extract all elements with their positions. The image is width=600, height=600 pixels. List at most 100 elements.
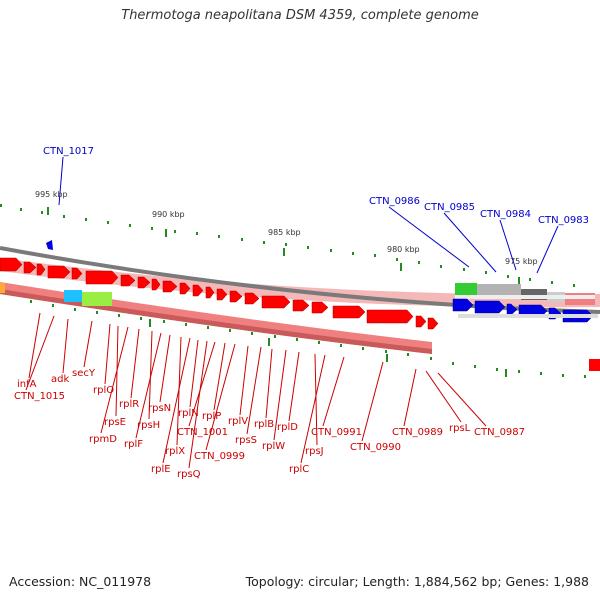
gene-arrow (205, 286, 215, 299)
feature-label: CTN_0987 (474, 427, 525, 438)
callout-line (188, 340, 208, 469)
callout-line (58, 156, 64, 206)
feature-block (477, 284, 521, 295)
minor-tick (518, 370, 520, 373)
minor-tick (151, 227, 153, 230)
scale-label: 995 kbp (35, 190, 68, 199)
scale-label: 980 kbp (387, 245, 420, 254)
feature-block (64, 290, 82, 302)
callout-line (437, 372, 487, 427)
feature-labels: 995 kbp 990 kbp 985 kbp 980 kbp 975 kbp CTN_1… (14, 146, 589, 480)
minor-tick (218, 235, 220, 238)
feature-label: rplO (93, 385, 114, 396)
major-tick (386, 354, 388, 362)
callout-line (188, 341, 216, 427)
scale-label: 985 kbp (268, 228, 301, 237)
feature-label: rplW (262, 441, 285, 452)
minor-tick (129, 224, 131, 227)
scale-label: 975 kbp (505, 257, 538, 266)
minor-tick (251, 332, 253, 335)
minor-tick (0, 204, 2, 207)
minor-tick (196, 232, 198, 235)
feature-label: rpsJ (305, 446, 324, 457)
feature-block (82, 292, 112, 306)
minor-tick (485, 271, 487, 274)
major-tick (47, 207, 49, 215)
feature-label: rplX (165, 446, 185, 457)
callout-line (403, 368, 417, 427)
major-tick (268, 338, 270, 346)
minor-tick (496, 368, 498, 371)
feature-block (0, 283, 5, 293)
minor-tick (285, 243, 287, 246)
callout-line (28, 312, 41, 379)
gene-arrow (474, 300, 506, 314)
callout-line (205, 343, 236, 451)
gene-arrow (179, 282, 191, 295)
minor-tick (318, 341, 320, 344)
upper-track-band (0, 258, 600, 308)
minor-tick (330, 249, 332, 252)
gene-arrow (36, 263, 46, 276)
callout-line (189, 339, 199, 408)
minor-tick (30, 300, 32, 303)
feature-block (521, 289, 547, 300)
gene-arrow (311, 301, 329, 314)
callout-line (104, 323, 111, 385)
feature-label: rpsN (148, 403, 171, 414)
genome-summary-text: Topology: circular; Length: 1,884,562 bp… (245, 574, 589, 589)
gene-arrow (23, 261, 37, 274)
feature-label: rplD (277, 422, 298, 433)
callout-line (159, 334, 171, 403)
feature-label: adk (51, 374, 69, 385)
gene-arrow (162, 280, 178, 293)
minor-tick (463, 268, 465, 271)
callout-line (361, 361, 384, 442)
gene-arrow (216, 288, 228, 301)
minor-tick (263, 241, 265, 244)
feature-block (455, 283, 477, 295)
minor-tick (474, 365, 476, 368)
minor-tick (573, 284, 575, 287)
minor-tick (118, 314, 120, 317)
feature-label: rpsL (449, 423, 471, 434)
callout-line (62, 318, 69, 374)
callout-line (322, 356, 345, 427)
minor-tick (374, 254, 376, 257)
feature-label: rplV (228, 416, 248, 427)
minor-tick (163, 320, 165, 323)
gene-arrow (244, 292, 260, 305)
minor-tick (407, 353, 409, 356)
minor-tick (20, 208, 22, 211)
minor-tick (307, 246, 309, 249)
major-tick (505, 369, 507, 377)
minor-tick (96, 311, 98, 314)
feature-label: rplF (124, 439, 143, 450)
callout-line (239, 345, 249, 416)
minor-tick (207, 326, 209, 329)
feature-label: rpsH (137, 420, 160, 431)
minor-tick (74, 308, 76, 311)
gene-arrow (366, 309, 414, 324)
feature-label: CTN_1001 (177, 427, 228, 438)
feature-label: secY (72, 368, 96, 379)
callout-line (130, 328, 140, 399)
gene-features (0, 240, 600, 371)
gene-arrow (589, 359, 600, 371)
feature-label: rplB (254, 419, 274, 430)
feature-label: CTN_0984 (480, 209, 531, 220)
minor-tick (452, 362, 454, 365)
major-tick (283, 248, 285, 256)
minor-tick (540, 372, 542, 375)
minor-tick (107, 221, 109, 224)
feature-label: rpsS (235, 435, 257, 446)
minor-tick (85, 218, 87, 221)
gene-arrow (47, 265, 71, 279)
scale-label: 990 kbp (152, 210, 185, 219)
callout-line (499, 219, 517, 271)
feature-label: CTN_0999 (194, 451, 245, 462)
minor-tick (63, 215, 65, 218)
gene-arrow (292, 299, 310, 312)
